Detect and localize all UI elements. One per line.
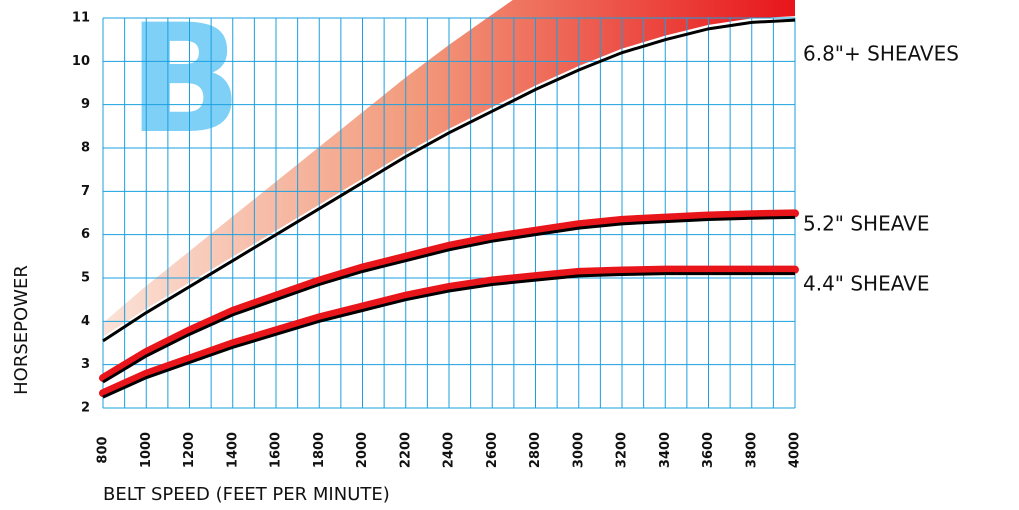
- x-tick-label: 3000: [571, 432, 586, 468]
- x-tick-label: 2600: [485, 432, 500, 468]
- y-tick-label: 10: [72, 54, 90, 69]
- y-tick-label: 4: [81, 314, 90, 329]
- y-tick-label: 7: [81, 184, 90, 199]
- y-tick-label: 8: [81, 141, 90, 156]
- x-tick-label: 3800: [744, 432, 759, 468]
- y-axis-label: HORSEPOWER: [11, 265, 32, 395]
- badge-letter: B: [128, 0, 242, 167]
- x-tick-label: 2200: [398, 432, 413, 468]
- y-tick-label: 3: [81, 357, 90, 372]
- series-label: 4.4" SHEAVE: [803, 272, 929, 296]
- x-tick-label: 3600: [701, 432, 716, 468]
- y-tick-label: 5: [81, 271, 90, 286]
- y-tick-label: 6: [81, 227, 90, 242]
- x-tick-label: 3200: [615, 432, 630, 468]
- chart: HORSEPOWER BELT SPEED (FEET PER MINUTE) …: [0, 0, 1019, 510]
- y-tick-label: 2: [81, 401, 90, 416]
- x-tick-label: 800: [96, 436, 111, 463]
- x-tick-label: 1800: [312, 432, 327, 468]
- x-tick-label: 2000: [355, 432, 370, 468]
- y-tick-label: 9: [81, 97, 90, 112]
- x-tick-label: 3400: [658, 432, 673, 468]
- x-tick-label: 4000: [788, 432, 803, 468]
- x-tick-label: 1400: [225, 432, 240, 468]
- x-tick-label: 1600: [269, 432, 284, 468]
- x-tick-label: 1200: [182, 432, 197, 468]
- series-label: 5.2" SHEAVE: [803, 212, 929, 236]
- x-tick-label: 2400: [442, 432, 457, 468]
- series-label: 6.8"+ SHEAVES: [803, 42, 959, 66]
- x-axis-label: BELT SPEED (FEET PER MINUTE): [103, 484, 390, 505]
- x-tick-label: 2800: [528, 432, 543, 468]
- y-tick-label: 11: [72, 11, 90, 26]
- x-tick-label: 1000: [139, 432, 154, 468]
